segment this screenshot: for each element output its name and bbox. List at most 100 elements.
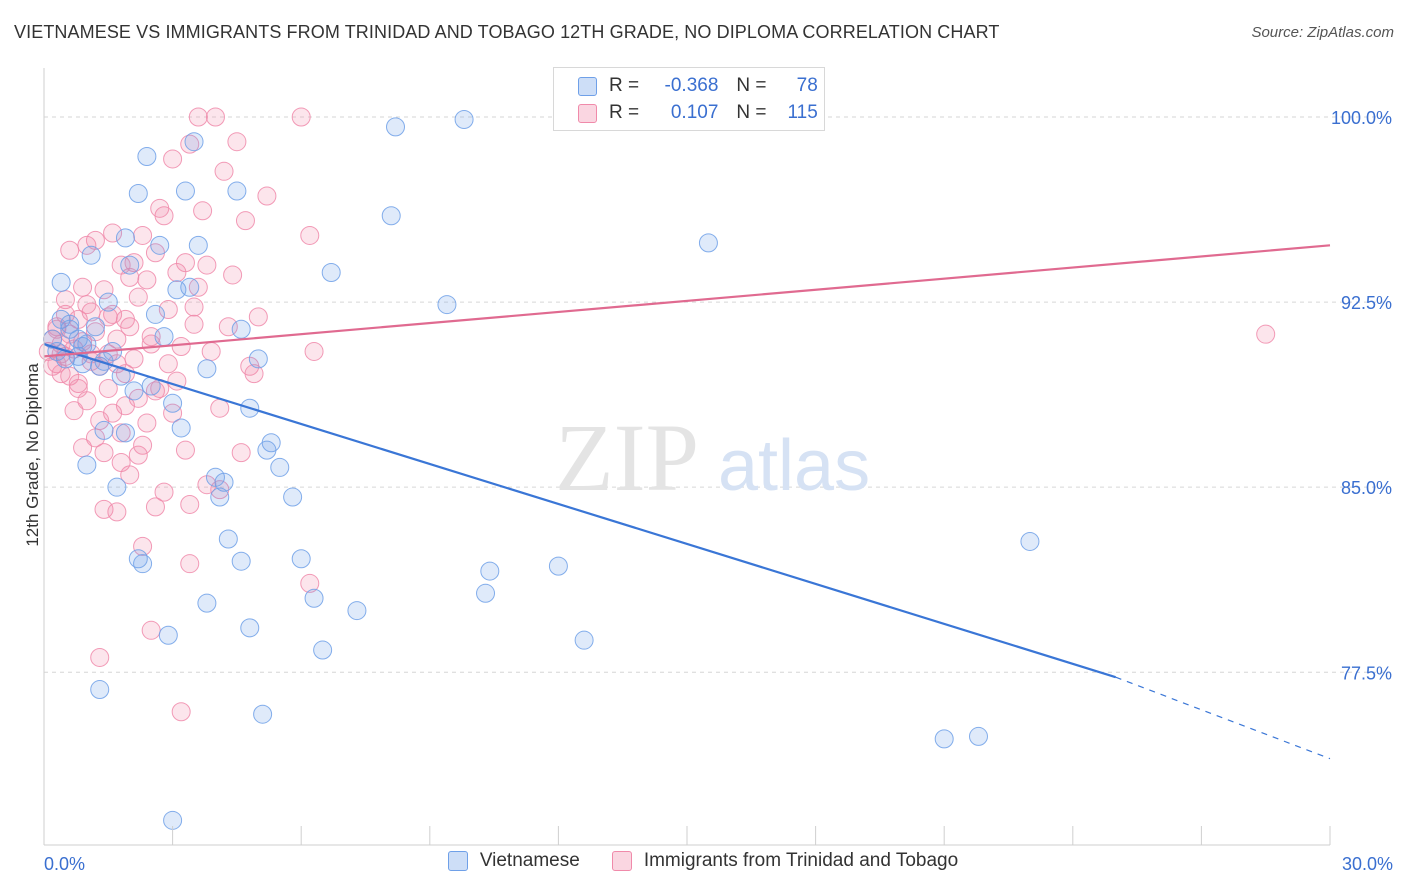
- data-point: [248, 349, 268, 369]
- legend-item-vietnamese[interactable]: Vietnamese: [447, 850, 580, 872]
- data-point: [137, 413, 157, 433]
- y-axis-label: 12th Grade, No Diploma: [23, 363, 42, 547]
- legend-item-trinidad[interactable]: Immigrants from Trinidad and Tobago: [611, 850, 959, 872]
- data-point: [313, 640, 333, 660]
- data-point: [115, 423, 135, 443]
- data-point: [304, 588, 324, 608]
- data-point: [304, 341, 324, 361]
- data-point: [197, 593, 217, 613]
- data-point: [98, 378, 118, 398]
- data-point: [934, 729, 954, 749]
- grid-lines: 77.5% 85.0% 92.5% 100.0%: [44, 108, 1392, 683]
- data-point: [270, 457, 290, 477]
- data-point: [81, 302, 101, 322]
- data-point: [381, 206, 401, 226]
- data-point: [171, 418, 191, 438]
- trend-line-extension: [1115, 676, 1331, 760]
- data-point: [175, 181, 195, 201]
- data-point: [968, 726, 988, 746]
- data-point: [167, 371, 187, 391]
- source-label: Source: ZipAtlas.com: [1251, 24, 1394, 41]
- data-point: [145, 497, 165, 517]
- legend-label: Immigrants from Trinidad and Tobago: [643, 850, 959, 871]
- data-point: [73, 277, 93, 297]
- x-tick-label: 30.0%: [1342, 854, 1393, 874]
- data-point: [300, 573, 320, 593]
- data-point: [171, 337, 191, 357]
- data-point: [94, 420, 114, 440]
- y-tick-label: 92.5%: [1341, 293, 1392, 313]
- y-tick-label: 77.5%: [1341, 663, 1392, 683]
- data-point: [574, 630, 594, 650]
- y-tick-label: 85.0%: [1341, 478, 1392, 498]
- legend-label: Vietnamese: [479, 850, 580, 871]
- legend-swatch-blue: [447, 851, 468, 871]
- data-point: [145, 304, 165, 324]
- data-point: [180, 494, 200, 514]
- data-point: [133, 435, 153, 455]
- data-point: [244, 364, 264, 384]
- data-point: [175, 253, 195, 273]
- data-point: [205, 107, 225, 127]
- data-point: [158, 625, 178, 645]
- data-point: [253, 704, 273, 724]
- data-point: [184, 132, 204, 152]
- data-point: [115, 228, 135, 248]
- data-point: [120, 317, 140, 337]
- data-point: [128, 549, 148, 569]
- data-points: [38, 107, 1276, 830]
- correlation-legend: R = -0.368 N = 78 R = 0.107 N = 115: [553, 67, 825, 131]
- data-point: [210, 398, 230, 418]
- data-point: [227, 181, 247, 201]
- data-point: [163, 403, 183, 423]
- chart-title: VIETNAMESE VS IMMIGRANTS FROM TRINIDAD A…: [14, 22, 1000, 42]
- legend-row-trinidad: R = 0.107 N = 115: [578, 100, 818, 126]
- data-point: [94, 443, 114, 463]
- data-point: [137, 147, 157, 166]
- data-point: [85, 317, 105, 337]
- data-point: [218, 529, 238, 549]
- series-legend: Vietnamese Immigrants from Trinidad and …: [0, 850, 1406, 872]
- trend-line: [43, 342, 1116, 679]
- r-value: -0.368: [664, 75, 719, 96]
- data-point: [386, 117, 406, 137]
- data-point: [98, 307, 118, 327]
- data-point: [227, 132, 247, 152]
- data-point: [214, 472, 234, 492]
- data-point: [64, 401, 84, 421]
- data-point: [141, 620, 161, 640]
- data-point: [188, 235, 208, 255]
- watermark: ZIP atlas: [555, 404, 870, 511]
- data-point: [73, 438, 93, 458]
- legend-row-vietnamese: R = -0.368 N = 78: [578, 73, 818, 99]
- data-point: [235, 211, 255, 231]
- data-point: [150, 235, 170, 255]
- data-point: [90, 680, 110, 700]
- r-label: R =: [609, 75, 640, 96]
- data-point: [158, 354, 178, 374]
- data-point: [154, 482, 174, 502]
- data-point: [454, 109, 474, 129]
- watermark-atlas: atlas: [718, 426, 870, 506]
- n-label: N =: [736, 75, 767, 96]
- data-point: [201, 341, 221, 361]
- data-point: [240, 618, 260, 638]
- legend-swatch-blue: [578, 76, 597, 96]
- data-point: [133, 225, 153, 245]
- data-point: [81, 245, 101, 265]
- data-point: [85, 230, 105, 250]
- axes: 0.0% 30.0% 12th Grade, No Diploma: [23, 68, 1393, 874]
- data-point: [214, 161, 234, 181]
- data-point: [480, 561, 500, 581]
- data-point: [321, 262, 341, 282]
- data-point: [120, 465, 140, 485]
- data-point: [698, 233, 718, 253]
- data-point: [300, 225, 320, 245]
- data-point: [68, 374, 88, 394]
- data-point: [158, 300, 178, 319]
- data-point: [60, 314, 80, 334]
- data-point: [167, 280, 187, 300]
- data-point: [128, 287, 148, 307]
- data-point: [137, 270, 157, 290]
- data-point: [188, 107, 208, 127]
